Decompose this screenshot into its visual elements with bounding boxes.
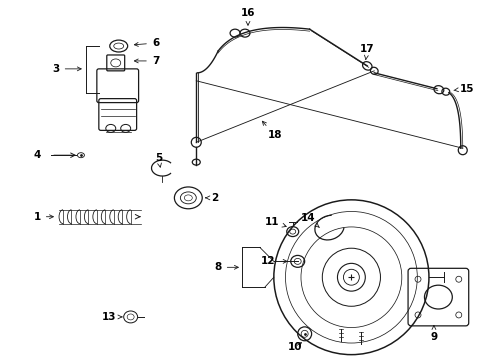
Text: 3: 3 <box>52 64 81 74</box>
Text: 9: 9 <box>429 325 437 342</box>
Text: 18: 18 <box>262 121 282 140</box>
Text: 7: 7 <box>134 56 159 66</box>
Text: 17: 17 <box>359 44 374 60</box>
Text: 5: 5 <box>155 153 162 167</box>
Text: 14: 14 <box>300 213 319 227</box>
Text: 13: 13 <box>102 312 122 322</box>
Text: 2: 2 <box>205 193 218 203</box>
Text: 15: 15 <box>453 84 473 94</box>
Text: 10: 10 <box>287 342 302 352</box>
Text: 6: 6 <box>134 38 159 48</box>
Text: 16: 16 <box>240 8 255 25</box>
Text: 4: 4 <box>34 150 41 160</box>
Text: 12: 12 <box>260 256 286 266</box>
Text: 11: 11 <box>264 217 285 227</box>
Text: 1: 1 <box>34 212 53 222</box>
Text: 8: 8 <box>214 262 238 272</box>
